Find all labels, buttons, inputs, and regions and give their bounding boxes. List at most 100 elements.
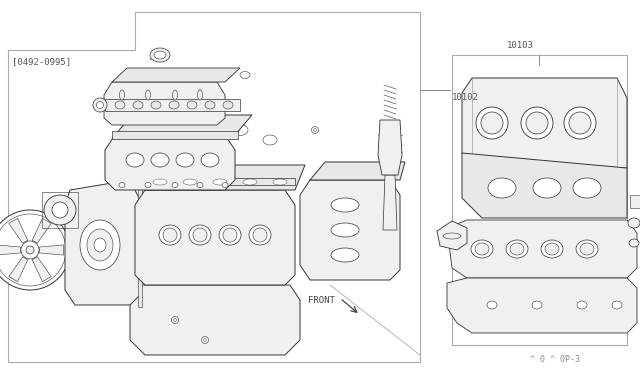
Polygon shape — [130, 178, 295, 185]
Ellipse shape — [119, 183, 125, 187]
Text: 10102: 10102 — [452, 93, 479, 102]
Polygon shape — [9, 257, 28, 282]
Ellipse shape — [163, 228, 177, 242]
Ellipse shape — [176, 153, 194, 167]
Text: [0492-0995]: [0492-0995] — [12, 57, 71, 66]
Ellipse shape — [213, 179, 227, 185]
Ellipse shape — [253, 228, 267, 242]
Polygon shape — [300, 180, 400, 280]
Ellipse shape — [312, 126, 319, 134]
Polygon shape — [462, 153, 627, 218]
Ellipse shape — [26, 246, 34, 254]
Ellipse shape — [232, 125, 248, 135]
Ellipse shape — [331, 223, 359, 237]
Ellipse shape — [541, 240, 563, 258]
Polygon shape — [462, 78, 627, 168]
Ellipse shape — [44, 195, 76, 225]
Polygon shape — [130, 285, 300, 355]
Ellipse shape — [314, 128, 317, 131]
Ellipse shape — [148, 78, 152, 81]
Ellipse shape — [222, 183, 228, 187]
Ellipse shape — [94, 238, 106, 252]
Polygon shape — [135, 190, 295, 285]
Ellipse shape — [533, 178, 561, 198]
Ellipse shape — [147, 77, 154, 83]
Ellipse shape — [189, 225, 211, 245]
Ellipse shape — [173, 318, 177, 321]
Ellipse shape — [129, 99, 131, 102]
Ellipse shape — [151, 153, 169, 167]
Ellipse shape — [526, 112, 548, 134]
Ellipse shape — [126, 153, 144, 167]
Ellipse shape — [127, 96, 134, 103]
Ellipse shape — [201, 153, 219, 167]
Ellipse shape — [205, 101, 215, 109]
Polygon shape — [437, 221, 467, 250]
Ellipse shape — [576, 240, 598, 258]
Ellipse shape — [198, 90, 202, 100]
Ellipse shape — [569, 112, 591, 134]
Polygon shape — [0, 245, 20, 255]
Ellipse shape — [331, 248, 359, 262]
Ellipse shape — [115, 101, 125, 109]
Ellipse shape — [263, 135, 277, 145]
Polygon shape — [138, 178, 142, 307]
Ellipse shape — [145, 90, 150, 100]
Ellipse shape — [133, 101, 143, 109]
Ellipse shape — [0, 214, 66, 286]
Ellipse shape — [173, 90, 177, 100]
Ellipse shape — [197, 183, 203, 187]
Ellipse shape — [564, 107, 596, 139]
Ellipse shape — [172, 317, 179, 324]
Ellipse shape — [510, 243, 524, 255]
Ellipse shape — [204, 339, 207, 341]
Bar — [452, 55, 627, 345]
Ellipse shape — [52, 202, 68, 218]
Polygon shape — [630, 195, 640, 208]
Ellipse shape — [476, 107, 508, 139]
Ellipse shape — [471, 240, 493, 258]
Ellipse shape — [612, 301, 622, 309]
Polygon shape — [115, 115, 252, 135]
Ellipse shape — [183, 179, 197, 185]
Ellipse shape — [249, 225, 271, 245]
Ellipse shape — [187, 101, 197, 109]
Ellipse shape — [580, 243, 594, 255]
Polygon shape — [65, 180, 140, 305]
Ellipse shape — [506, 240, 528, 258]
Ellipse shape — [80, 220, 120, 270]
Ellipse shape — [195, 108, 215, 122]
Ellipse shape — [150, 48, 170, 62]
Ellipse shape — [481, 112, 503, 134]
Ellipse shape — [573, 178, 601, 198]
Polygon shape — [105, 135, 235, 190]
Ellipse shape — [488, 178, 516, 198]
Ellipse shape — [159, 225, 181, 245]
Text: FRONT: FRONT — [308, 296, 335, 305]
Ellipse shape — [204, 76, 216, 84]
Ellipse shape — [93, 98, 107, 112]
Ellipse shape — [223, 101, 233, 109]
Ellipse shape — [172, 183, 178, 187]
Polygon shape — [8, 12, 420, 362]
Ellipse shape — [628, 218, 640, 228]
Ellipse shape — [21, 241, 39, 259]
Ellipse shape — [154, 51, 166, 59]
Ellipse shape — [0, 210, 70, 290]
Polygon shape — [9, 218, 28, 243]
Ellipse shape — [240, 71, 250, 78]
Polygon shape — [145, 165, 305, 190]
Polygon shape — [104, 82, 225, 125]
Polygon shape — [383, 175, 397, 230]
Polygon shape — [40, 245, 63, 255]
Ellipse shape — [475, 243, 489, 255]
Ellipse shape — [219, 225, 241, 245]
Text: ^ 0 ^ 0P-3: ^ 0 ^ 0P-3 — [530, 355, 580, 364]
Text: 10103: 10103 — [507, 41, 534, 50]
Polygon shape — [447, 278, 637, 333]
Ellipse shape — [243, 179, 257, 185]
Polygon shape — [32, 218, 51, 243]
Ellipse shape — [145, 183, 151, 187]
Ellipse shape — [545, 243, 559, 255]
Ellipse shape — [532, 301, 542, 309]
